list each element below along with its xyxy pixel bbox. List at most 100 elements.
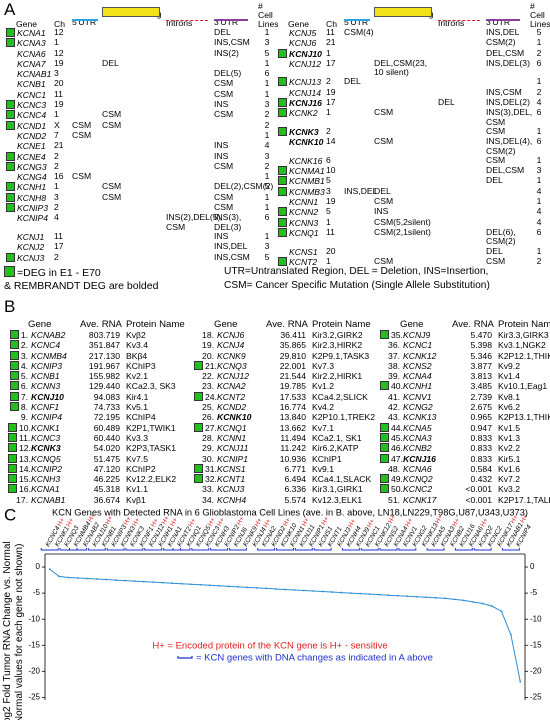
cell: [438, 166, 486, 176]
gene-row: KCNJ10 1 DEL,CSM 2: [278, 47, 550, 59]
deg-marker: [6, 38, 15, 48]
rna-row: 51.KCNK17 <0.001 K2P17.1,TALK2: [380, 495, 550, 505]
column-header: 5'UTR: [72, 17, 98, 27]
legend-text: CSM= Cancer Specific Mutation (Single Al…: [224, 280, 490, 291]
ph-marker: H+: [262, 518, 272, 529]
rank-cell: 39.: [380, 371, 400, 381]
column-header: Protein Name: [498, 319, 550, 330]
data-point: [58, 575, 61, 578]
rna-row: 17. KCNAB1 36.674 Kvβ1: [8, 495, 194, 505]
rank: 41.: [388, 391, 400, 402]
rank: 49.: [391, 474, 403, 485]
rank: 45.: [391, 432, 403, 443]
gene-name: KCNJ13: [289, 77, 321, 88]
cell: INS,DEL(4), CSM(2): [486, 136, 533, 156]
gene-cell: KCNIP4: [6, 213, 54, 232]
cell: CSM: [102, 109, 122, 120]
gene-cell: KCNN3: [278, 217, 326, 228]
rna-row: 42. KCNG2 2.675 Kv6.2: [380, 402, 550, 412]
gene-cell: KCNJ10: [278, 48, 326, 59]
header-row: Gene Ch 5'UTR Protein codingIntrons3'UTR# C…: [278, 2, 550, 29]
rna-value: 17.533: [279, 391, 306, 402]
cell: 1: [536, 37, 542, 48]
column-header: Protein coding: [102, 7, 166, 29]
gene-name: KCNA5: [403, 422, 432, 433]
gene-name: KCNIP3: [31, 360, 63, 371]
rna-table: Gene Ave. RNA Protein Name 1. KCNAB2 803.719 K…: [6, 304, 550, 505]
cell: 17: [54, 241, 64, 252]
gene-name: KCNC3: [17, 100, 47, 111]
gene-name: KCNK12: [403, 350, 437, 361]
rna-row: 15. KCNH3 46.225 Kv12.2,ELK2: [8, 474, 194, 484]
rank: 12.: [19, 443, 31, 454]
cell: CSM: [72, 119, 92, 130]
dna-change-bracket: [501, 548, 520, 551]
panel-label: A: [4, 0, 16, 19]
gene-cell: KCNJ12: [278, 59, 326, 78]
cell: [344, 228, 374, 247]
cell: DEL,CSM: [486, 47, 525, 58]
rank: 46.: [391, 443, 403, 454]
dna-change-bracket: [426, 548, 445, 551]
gene-name: KCNK1: [31, 422, 60, 433]
data-point: [453, 598, 456, 601]
gene-cell: KCNE1: [6, 141, 54, 151]
rank: 38.: [388, 360, 400, 371]
rank: 11.: [19, 432, 31, 443]
protein-name: Kv7.5: [126, 453, 148, 464]
deg-marker: [9, 402, 19, 412]
protein-name: Kvβ2: [126, 330, 146, 340]
gene-name: KCNJ9: [403, 330, 431, 340]
rna-value: 60.489: [93, 422, 120, 433]
rank-cell: 11.: [8, 432, 31, 443]
rank: 34.: [202, 494, 214, 505]
gene-cell: KCNH1: [6, 182, 54, 192]
rank: 39.: [388, 371, 400, 382]
deg-marker: [380, 453, 389, 463]
cell: [374, 166, 438, 176]
rank-cell: 21.: [194, 360, 217, 371]
cell: [72, 242, 102, 252]
column-header: Ave. RNA: [266, 319, 308, 330]
rank-cell: 40.: [380, 381, 403, 391]
cell: INS,CSM: [214, 251, 250, 262]
protein-name: K2P13.1,THIK1: [498, 412, 550, 423]
rank: 43.: [388, 412, 400, 423]
dna-change-bracket: [398, 548, 417, 551]
rna-value: 16.774: [279, 402, 306, 413]
cell: 3: [54, 68, 59, 79]
rna-value: 3.485: [470, 381, 492, 392]
protein-name: KCa2.1, SK1: [312, 432, 362, 443]
cell: 2: [536, 86, 542, 97]
gene-name: KCNQ1: [289, 227, 319, 238]
cell: 2: [326, 125, 331, 136]
protein-name: Kv2.2: [498, 443, 520, 454]
gene-row: KCNA7 19 DEL 1: [6, 58, 278, 69]
legend-text: = KCN genes with DNA changes as indicate…: [196, 653, 433, 664]
column-header: Ch: [54, 19, 65, 29]
rank-cell: 7.: [8, 391, 28, 402]
rna-value: 47.120: [93, 463, 120, 474]
cell: [374, 77, 438, 87]
cell: 10: [326, 165, 336, 176]
protein-name: K2P10.1,TREK2: [312, 412, 376, 423]
dna-change-bracket: [313, 548, 332, 551]
cell: [166, 69, 214, 79]
protein-name: Kv1.3: [498, 432, 520, 443]
gene-row: KCND1 X CSM CSM 2: [6, 119, 278, 131]
rank: 19.: [202, 340, 214, 351]
rank-cell: 16.: [8, 484, 31, 494]
cell: 5: [326, 175, 331, 186]
gene-name: KCNA1: [17, 28, 46, 38]
gene-name: KCNJ12: [217, 371, 249, 382]
ph-marker: H+: [207, 516, 217, 527]
panel-label: B: [4, 297, 16, 316]
deg-marker: [278, 108, 287, 118]
gene-row: KCNK2 1 CSM INS(3),DEL, CSM 6: [278, 108, 550, 127]
cell: 21: [54, 140, 64, 151]
cell: [344, 207, 374, 217]
rna-row: 12. KCNK3 54.020 K2P3,TASK1: [8, 443, 194, 453]
legend-text: UTR=Untranslated Region, DEL = Deletion,…: [224, 266, 489, 277]
deg-marker: [6, 203, 15, 213]
gene-name: KCNC3: [31, 432, 61, 443]
